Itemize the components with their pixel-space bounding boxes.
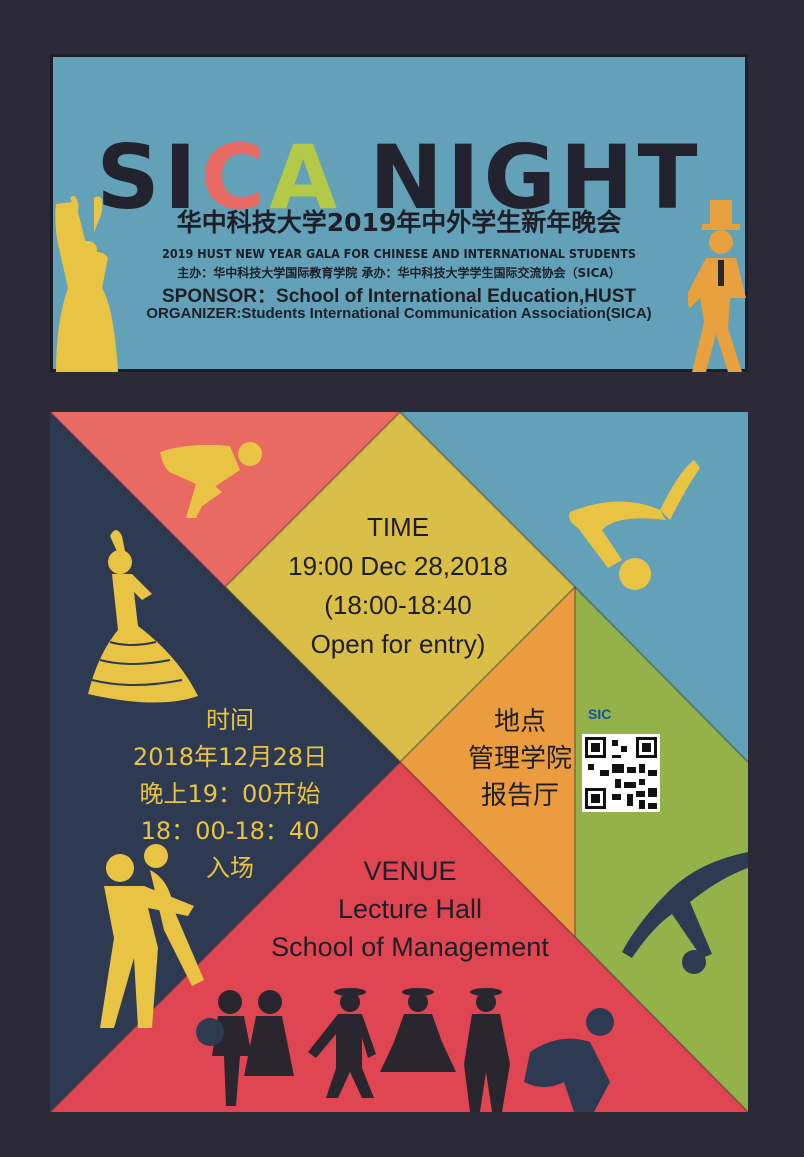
time-cn-start: 晚上19：00开始	[139, 780, 321, 808]
title-letter-c: C	[200, 126, 270, 229]
tangram-panel: SIC TIME 19:00 Dec 28,2018 (18:00-18:40 …	[50, 412, 748, 1112]
host-line: 主办：华中科技大学国际教育学院 承办：华中科技大学学生国际交流协会（SICA）	[177, 266, 621, 280]
sponsor-line: SPONSOR：School of International Educatio…	[162, 286, 636, 307]
venue-cn-line1: 管理学院	[467, 744, 572, 774]
time-en-entry-note: Open for entry)	[310, 629, 486, 659]
sica-logo: SIC	[588, 706, 612, 722]
time-cn-label: 时间	[206, 706, 254, 734]
title-word-night: NIGHT	[369, 126, 702, 229]
venue-cn-label: 地点	[493, 707, 546, 737]
time-cn-entry-range: 18：00-18：40	[140, 817, 320, 845]
time-cn-date: 2018年12月28日	[132, 743, 328, 771]
couple-dancers-icon	[100, 844, 204, 1028]
dancer-left-icon	[55, 196, 118, 372]
venue-en-line1: Lecture Hall	[337, 894, 483, 924]
title-letter-s: S	[96, 126, 164, 229]
title-letter-a: A	[269, 126, 342, 229]
event-title: SICA NIGHT	[50, 134, 748, 222]
time-en-entry-range: (18:00-18:40	[324, 590, 472, 620]
venue-en-label: VENUE	[363, 856, 457, 886]
breakdancer-icon	[569, 460, 700, 590]
header-panel: SICA NIGHT 华中科技大学2019年中外学生新年晚会 2019 HUST …	[50, 54, 748, 372]
time-cn-entry-note: 入场	[206, 854, 254, 882]
venue-en-block: VENUE Lecture Hall School of Management	[220, 852, 600, 966]
dancer-top-hat-icon	[688, 200, 746, 372]
flamenco-dancer-icon	[88, 530, 198, 703]
dancer-leaping-icon	[160, 442, 262, 518]
title-letter-i: I	[163, 126, 201, 229]
kneeling-dancer-icon	[622, 852, 748, 974]
qr-code-icon	[582, 734, 660, 812]
group-dancers-icon	[196, 988, 614, 1112]
organizer-line: ORGANIZER:Students International Communi…	[146, 305, 652, 322]
venue-cn-block: 地点 管理学院 报告厅	[460, 704, 580, 815]
time-en-block: TIME 19:00 Dec 28,2018 (18:00-18:40 Open…	[278, 508, 518, 664]
time-en-label: TIME	[366, 512, 430, 542]
subtitle-en: 2019 HUST NEW YEAR GALA FOR CHINESE AND …	[162, 246, 636, 261]
time-en-datetime: 19:00 Dec 28,2018	[288, 551, 508, 581]
time-cn-block: 时间 2018年12月28日 晚上19：00开始 18：00-18：40 入场	[110, 702, 350, 887]
venue-en-line2: School of Management	[271, 932, 549, 962]
subtitle-cn: 华中科技大学2019年中外学生新年晚会	[176, 208, 622, 237]
venue-cn-line2: 报告厅	[480, 781, 559, 811]
